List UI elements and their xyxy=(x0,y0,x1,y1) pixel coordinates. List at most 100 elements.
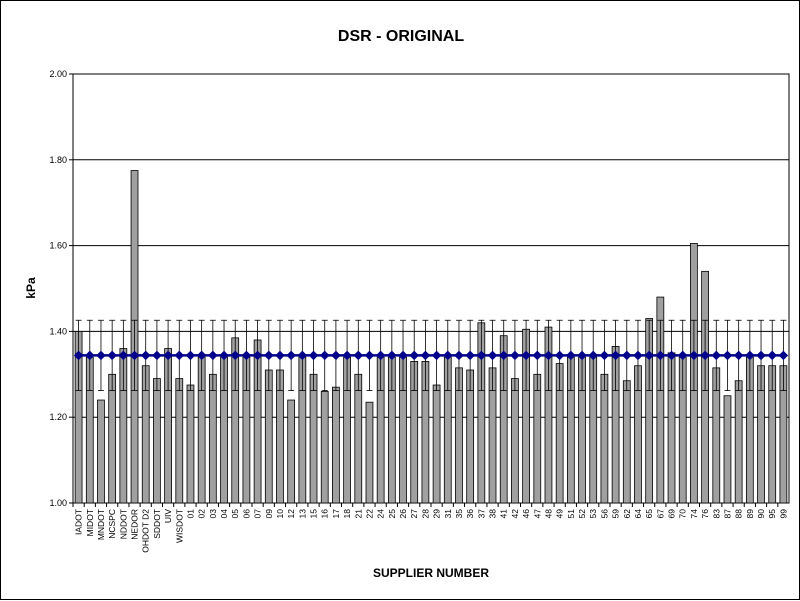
line-point xyxy=(610,350,621,361)
x-tick-label: NDDOT xyxy=(118,509,128,539)
line-point xyxy=(308,350,319,361)
line-point xyxy=(711,350,722,361)
x-tick-label: UIV xyxy=(163,509,173,524)
x-tick-label: 49 xyxy=(555,509,565,519)
x-tick-label: 47 xyxy=(532,509,542,519)
line-point xyxy=(297,350,308,361)
y-tick-label: 1.40 xyxy=(49,326,67,336)
bar xyxy=(175,378,184,504)
line-point xyxy=(733,350,744,361)
x-tick-label: NEDOR xyxy=(130,509,140,540)
line-point xyxy=(409,350,420,361)
x-axis-title: SUPPLIER NUMBER xyxy=(373,566,489,580)
bar xyxy=(432,384,441,504)
x-tick-label: NCSPC xyxy=(107,509,117,539)
bar xyxy=(511,378,519,504)
x-tick-label: 65 xyxy=(644,509,654,519)
line-point xyxy=(655,350,666,361)
line-point xyxy=(263,350,274,361)
line-point xyxy=(689,350,699,361)
line-point xyxy=(700,350,710,361)
line-point xyxy=(398,350,408,361)
y-tick-label: 1.80 xyxy=(49,155,67,165)
x-tick-label: 15 xyxy=(309,509,319,519)
x-tick-label: 88 xyxy=(734,509,744,519)
line-point xyxy=(118,350,129,361)
line-point xyxy=(498,350,509,361)
line-point xyxy=(420,350,431,361)
line-point xyxy=(353,350,364,361)
bar xyxy=(365,401,374,504)
bar xyxy=(153,378,161,504)
line-point xyxy=(532,350,543,361)
x-tick-label: 09 xyxy=(264,509,274,519)
line-point xyxy=(677,350,688,361)
x-tick-label: 89 xyxy=(745,509,755,519)
bar xyxy=(656,296,665,504)
bar xyxy=(533,373,542,504)
x-tick-label: 76 xyxy=(700,509,710,519)
x-tick-label: OHDOT D2 xyxy=(141,509,151,553)
line-point xyxy=(621,350,632,361)
x-tick-label: 67 xyxy=(655,509,665,519)
line-point xyxy=(174,350,185,361)
x-tick-label: 41 xyxy=(499,509,509,519)
line-point xyxy=(554,350,565,361)
x-tick-label: 22 xyxy=(364,509,374,519)
line-point xyxy=(185,350,196,361)
x-tick-label: 29 xyxy=(432,509,442,519)
bar xyxy=(734,380,743,504)
bar xyxy=(186,384,195,504)
x-tick-label: 62 xyxy=(622,509,632,519)
x-tick-label: 12 xyxy=(286,509,296,519)
x-tick-label: 51 xyxy=(566,509,576,519)
x-tick-label: 21 xyxy=(353,509,363,519)
bar xyxy=(354,373,363,504)
line-point xyxy=(465,350,476,361)
line-point xyxy=(565,350,576,361)
bar xyxy=(645,318,654,504)
x-tick-label: 13 xyxy=(297,509,307,519)
y-tick-label: 1.60 xyxy=(49,241,67,251)
line-point xyxy=(286,350,297,361)
line-point xyxy=(588,350,599,361)
line-point xyxy=(241,350,252,361)
line-point xyxy=(319,350,330,361)
chart-title: DSR - ORIGINAL xyxy=(338,28,464,45)
bar xyxy=(332,386,340,504)
x-tick-label: 53 xyxy=(588,509,598,519)
line-point xyxy=(252,350,263,361)
y-tick-label: 1.20 xyxy=(49,412,67,422)
x-tick-label: 48 xyxy=(543,509,553,519)
line-point xyxy=(543,350,554,361)
x-tick-label: 99 xyxy=(778,509,788,519)
x-tick-label: 27 xyxy=(409,509,419,519)
line-point xyxy=(196,350,207,361)
line-point xyxy=(577,350,587,361)
bar xyxy=(320,391,329,504)
x-tick-label: 56 xyxy=(599,509,609,519)
x-tick-label: 17 xyxy=(331,509,341,519)
line-point xyxy=(599,350,610,361)
line-point xyxy=(454,350,464,361)
x-tick-label: 25 xyxy=(387,509,397,519)
line-point xyxy=(442,350,453,361)
line-point xyxy=(331,350,341,361)
x-tick-label: 31 xyxy=(443,509,453,519)
x-tick-label: 24 xyxy=(376,509,386,519)
line-point xyxy=(487,350,498,361)
line-point xyxy=(107,350,118,361)
line-point xyxy=(521,350,531,361)
x-tick-label: 46 xyxy=(521,509,531,519)
x-tick-label: MIDOT xyxy=(85,509,95,536)
line-point xyxy=(666,350,677,361)
x-tick-label: 42 xyxy=(510,509,520,519)
x-tick-label: 36 xyxy=(465,509,475,519)
x-tick-label: 52 xyxy=(577,509,587,519)
line-point xyxy=(96,350,106,361)
line-point xyxy=(722,350,733,361)
bar xyxy=(208,373,217,504)
line-point xyxy=(375,350,386,361)
bar xyxy=(622,380,631,504)
